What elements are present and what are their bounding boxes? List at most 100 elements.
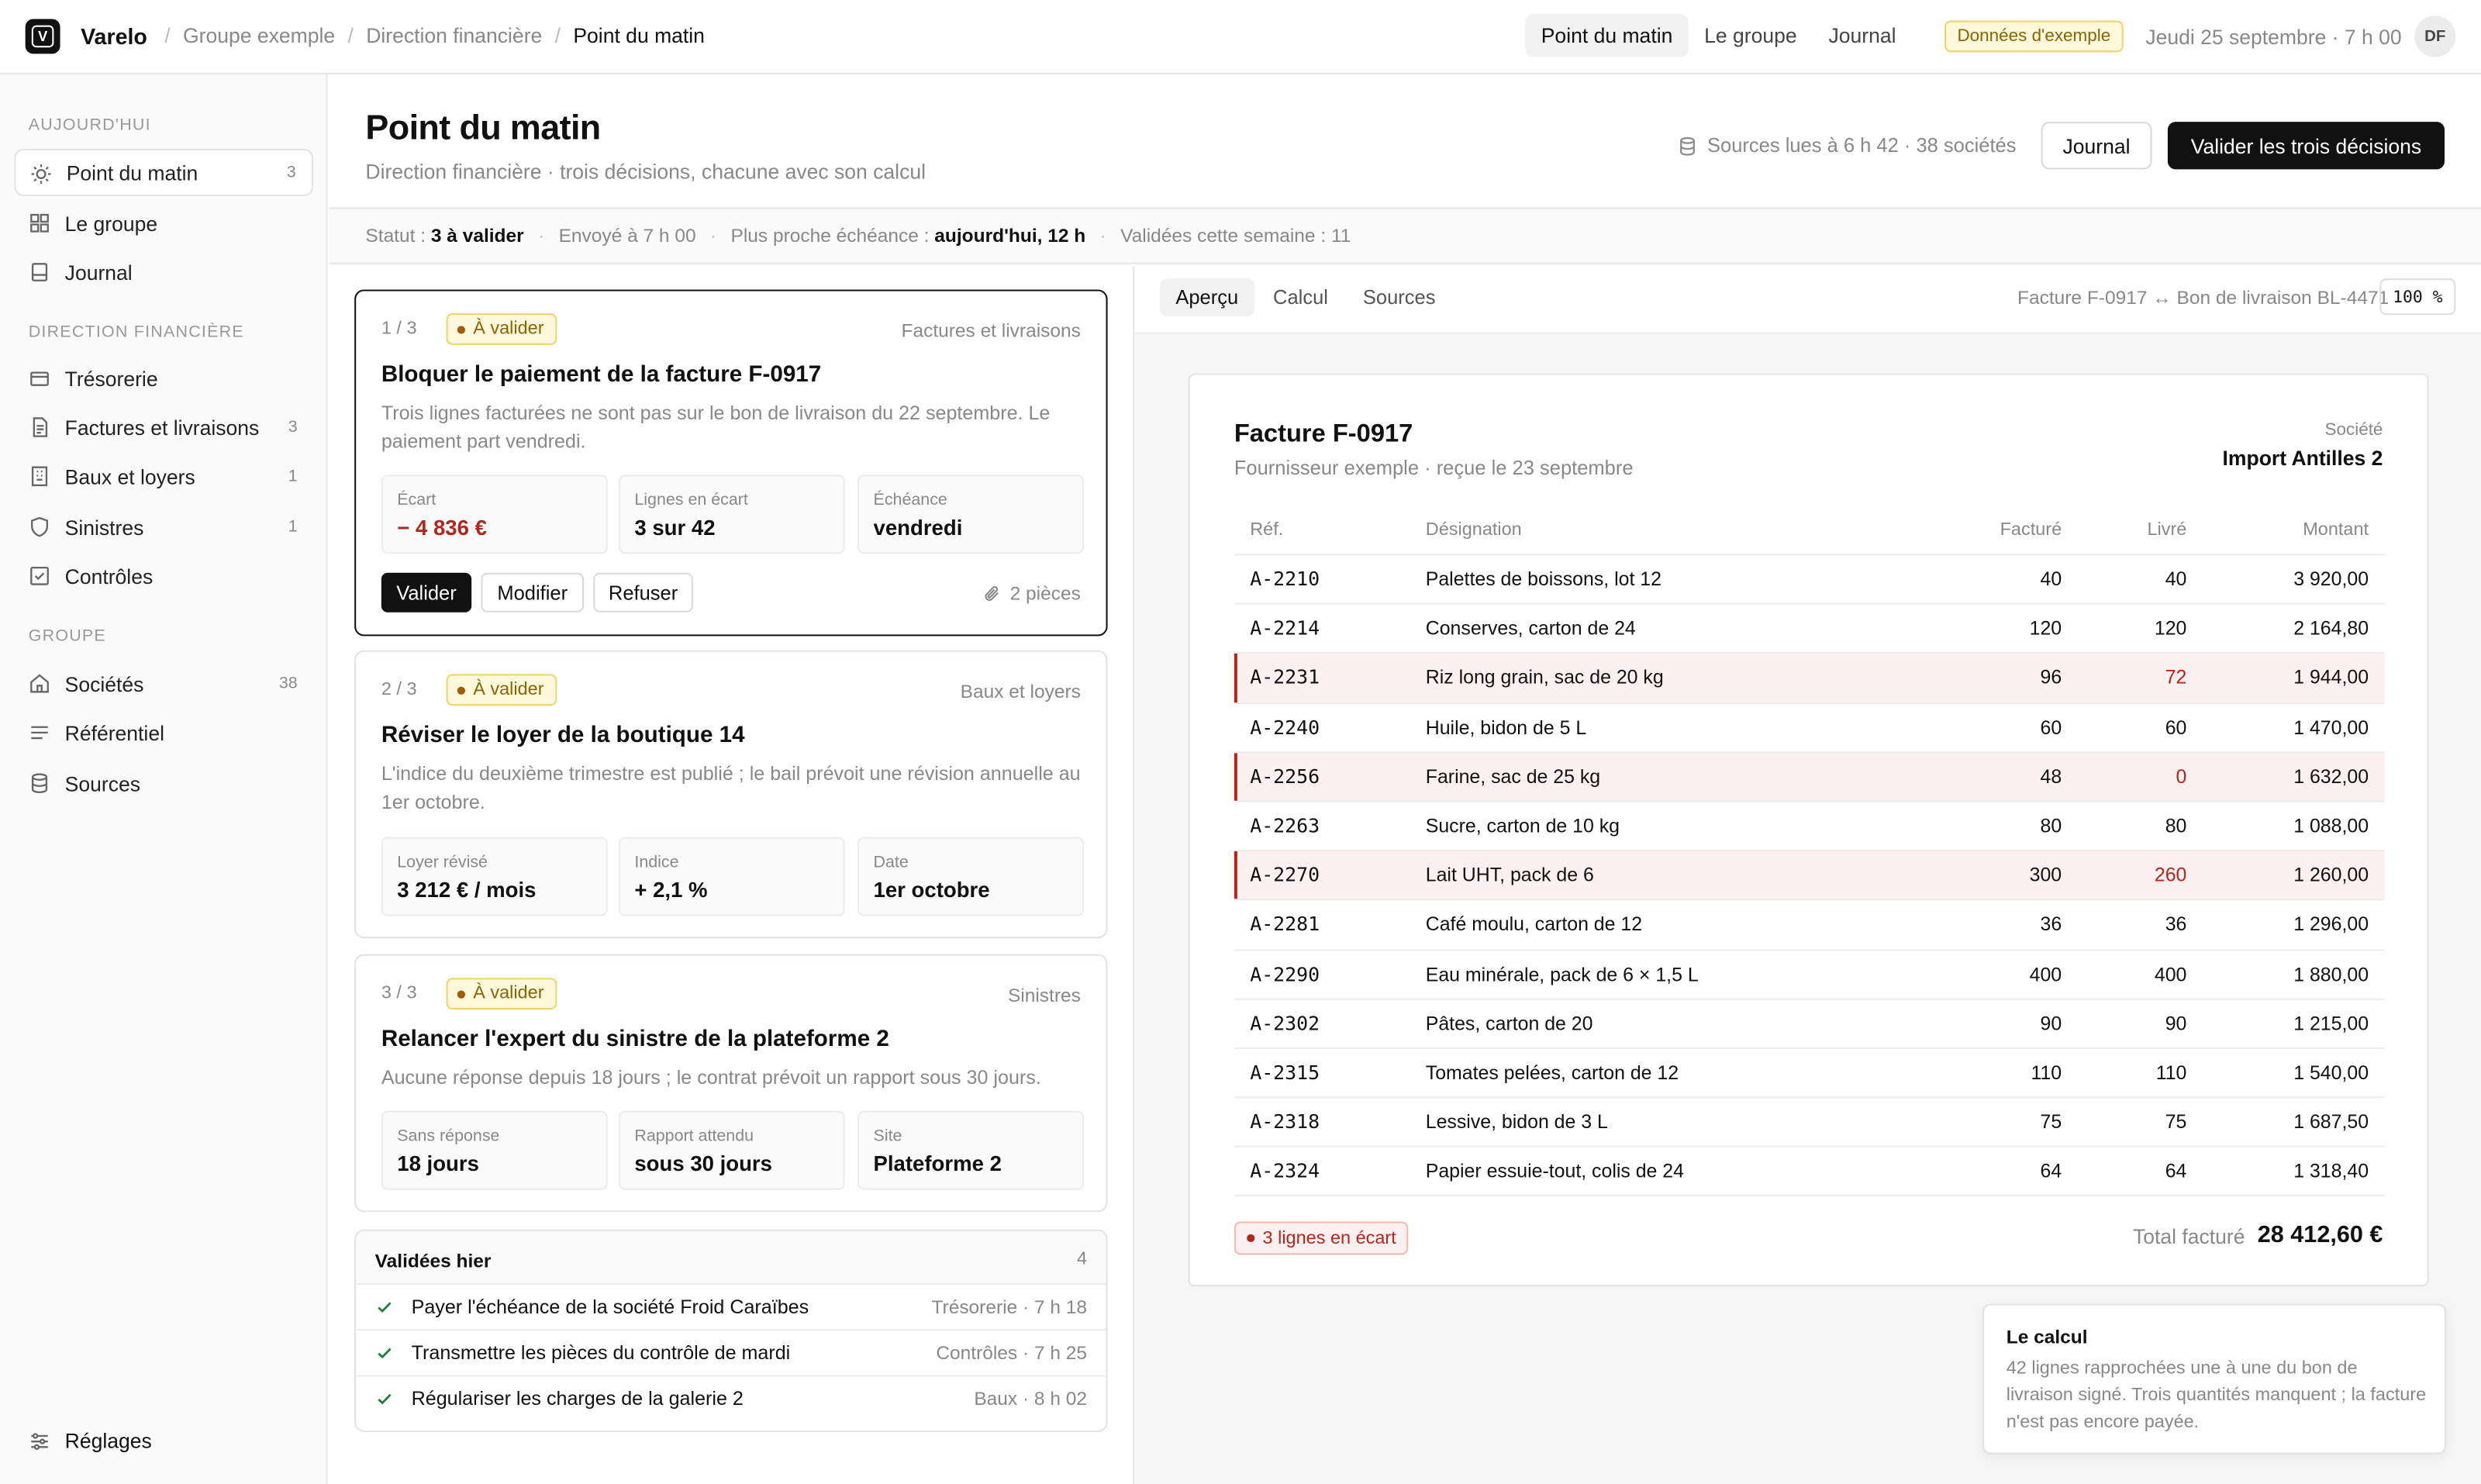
list-item[interactable]: Payer l'échéance de la société Froid Car… (356, 1283, 1106, 1330)
table-row[interactable]: A-2214 Conserves, carton de 24 120 120 2 164… (1234, 605, 2385, 654)
sidebar-section-group: GROUPE (28, 626, 106, 646)
metric-indice: Indice + 2,1 % (618, 837, 845, 916)
table-row[interactable]: A-2281 Café moulu, carton de 12 36 36 1 296,… (1234, 901, 2385, 951)
settings-button[interactable]: Réglages (14, 1420, 313, 1464)
cell-billed: 96 (2040, 666, 2062, 689)
card-step: 1 / 3 (381, 319, 417, 339)
cell-designation: Café moulu, carton de 12 (1425, 913, 1643, 936)
decision-card[interactable]: 3 / 3 À valider Sinistres Relancer l'exp… (354, 954, 1108, 1213)
table-row[interactable]: A-2231 Riz long grain, sac de 20 kg 96 72 1 … (1234, 654, 2385, 704)
attachments-link[interactable]: 2 pièces (983, 582, 1081, 605)
refuse-button[interactable]: Refuser (593, 572, 693, 613)
cell-ref: A-2240 (1250, 716, 1320, 739)
cell-ref: A-2256 (1250, 765, 1320, 788)
sidebar-item-label: Sociétés (64, 671, 144, 695)
zoom-level[interactable]: 100 % (2379, 278, 2456, 316)
tab-apercu[interactable]: Aperçu (1159, 278, 1254, 317)
cell-amount: 1 088,00 (2293, 814, 2369, 837)
sliders-icon (31, 1433, 48, 1450)
list-item[interactable]: Régulariser les charges de la galerie 2 … (356, 1375, 1106, 1431)
cell-amount: 2 164,80 (2293, 617, 2369, 640)
card-title: Bloquer le paiement de la facture F-0917 (381, 362, 822, 388)
validate-all-button[interactable]: Valider les trois décisions (2167, 122, 2445, 170)
cell-designation: Lessive, bidon de 3 L (1425, 1110, 1608, 1134)
sidebar-item-label: Factures et livraisons (64, 415, 260, 440)
sidebar-item-count: 1 (288, 517, 298, 537)
cell-billed: 60 (2040, 716, 2062, 739)
page-subtitle: Direction financière · trois décisions, … (365, 160, 926, 184)
table-row[interactable]: A-2318 Lessive, bidon de 3 L 75 75 1 687,50 (1234, 1098, 2385, 1148)
breadcrumb-current: Point du matin (573, 23, 705, 48)
sidebar-item-count: 1 (288, 467, 298, 486)
journal-icon (31, 263, 48, 281)
company-name: Import Antilles 2 (2222, 446, 2383, 471)
sidebar-item-le-groupe[interactable]: Le groupe (14, 199, 313, 247)
table-row[interactable]: A-2270 Lait UHT, pack de 6 300 260 1 260,00 (1234, 851, 2385, 901)
cell-delivered: 60 (2165, 716, 2187, 739)
metric-lignes-en-ecart: Lignes en écart 3 sur 42 (618, 475, 845, 554)
status-badge: À valider (446, 978, 557, 1010)
app-logo[interactable]: V (25, 19, 60, 54)
sidebar-item-factures-et-livraisons[interactable]: Factures et livraisons 3 (14, 403, 313, 450)
cell-delivered: 90 (2165, 1012, 2187, 1035)
sidebar-item-label: Journal (64, 260, 133, 285)
table-row[interactable]: A-2210 Palettes de boissons, lot 12 40 40 3 … (1234, 555, 2385, 605)
decision-card[interactable]: 1 / 3 À valider Factures et livraisons B… (354, 289, 1108, 637)
topnav-point-du-matin[interactable]: Point du matin (1525, 14, 1689, 57)
breadcrumb-item[interactable]: Groupe exemple (182, 23, 336, 48)
top-bar: V Varelo / Groupe exemple / Direction fi… (0, 0, 2481, 74)
top-nav: Point du matin Le groupe Journal (1525, 14, 1912, 57)
sidebar-item-tresorerie[interactable]: Trésorerie (14, 354, 313, 402)
cell-amount: 1 632,00 (2293, 765, 2369, 788)
cell-billed: 400 (2029, 962, 2062, 985)
sidebar-item-journal[interactable]: Journal (14, 248, 313, 295)
card-title: Réviser le loyer de la boutique 14 (381, 723, 745, 749)
table-row[interactable]: A-2302 Pâtes, carton de 20 90 90 1 215,00 (1234, 999, 2385, 1049)
document-reference: Facture F-0917 ↔ Bon de livraison BL-447… (2017, 286, 2390, 309)
sidebar-item-point-du-matin[interactable]: Point du matin 3 (14, 148, 314, 197)
table-row[interactable]: A-2263 Sucre, carton de 10 kg 80 80 1 088,00 (1234, 802, 2385, 852)
gap-lines-badge: 3 lignes en écart (1234, 1221, 1410, 1255)
sent-time: Envoyé à 7 h 00 (558, 224, 696, 247)
cell-delivered: 110 (2155, 1061, 2187, 1084)
validate-button[interactable]: Valider (381, 572, 472, 613)
cell-delivered: 72 (2165, 666, 2187, 689)
topnav-le-groupe[interactable]: Le groupe (1704, 23, 1797, 48)
cell-ref: A-2290 (1250, 962, 1320, 985)
sidebar-item-baux-et-loyers[interactable]: Baux et loyers 1 (14, 453, 313, 500)
sidebar-item-label: Référentiel (64, 720, 164, 745)
cell-delivered: 120 (2154, 617, 2187, 640)
table-row[interactable]: A-2240 Huile, bidon de 5 L 60 60 1 470,00 (1234, 703, 2385, 753)
avatar[interactable]: DF (2414, 16, 2456, 57)
company-label: Société (2324, 420, 2383, 440)
sidebar-item-sinistres[interactable]: Sinistres 1 (14, 503, 313, 550)
table-row[interactable]: A-2315 Tomates pelées, carton de 12 110 110… (1234, 1049, 2385, 1099)
sidebar-item-societes[interactable]: Sociétés 38 (14, 660, 313, 707)
edit-button[interactable]: Modifier (481, 572, 585, 613)
status-badge: À valider (446, 674, 557, 706)
cell-delivered: 80 (2165, 814, 2187, 837)
calculation-note-title: Le calcul (2006, 1326, 2088, 1348)
table-row[interactable]: A-2324 Papier essuie-tout, colis de 24 64 6… (1234, 1148, 2385, 1197)
topnav-journal[interactable]: Journal (1828, 23, 1896, 48)
sidebar-item-referentiel[interactable]: Référentiel (14, 709, 313, 756)
metric-loyer-revise: Loyer révisé 3 212 € / mois (381, 837, 608, 916)
cell-ref: A-2214 (1250, 617, 1320, 640)
tab-sources[interactable]: Sources (1362, 286, 1436, 309)
tab-calcul[interactable]: Calcul (1273, 286, 1328, 309)
card-step: 3 / 3 (381, 984, 417, 1003)
table-row[interactable]: A-2290 Eau minérale, pack de 6 × 1,5 L 400… (1234, 951, 2385, 1000)
table-row[interactable]: A-2256 Farine, sac de 25 kg 48 0 1 632,00 (1234, 752, 2385, 802)
calculation-note: Le calcul 42 lignes rapprochées une à un… (1982, 1303, 2447, 1455)
card-category: Baux et loyers (960, 680, 1081, 703)
sidebar-item-sources[interactable]: Sources (14, 760, 313, 807)
cell-delivered: 0 (2176, 765, 2187, 788)
cell-ref: A-2231 (1250, 666, 1320, 689)
journal-button[interactable]: Journal (2041, 122, 2152, 170)
decision-card[interactable]: 2 / 3 À valider Baux et loyers Réviser l… (354, 650, 1108, 939)
breadcrumb-item[interactable]: Direction financière (366, 23, 543, 48)
list-item[interactable]: Transmettre les pièces du contrôle de ma… (356, 1329, 1106, 1375)
status-value: 3 à valider (430, 224, 524, 247)
sidebar-item-controles[interactable]: Contrôles (14, 552, 313, 599)
